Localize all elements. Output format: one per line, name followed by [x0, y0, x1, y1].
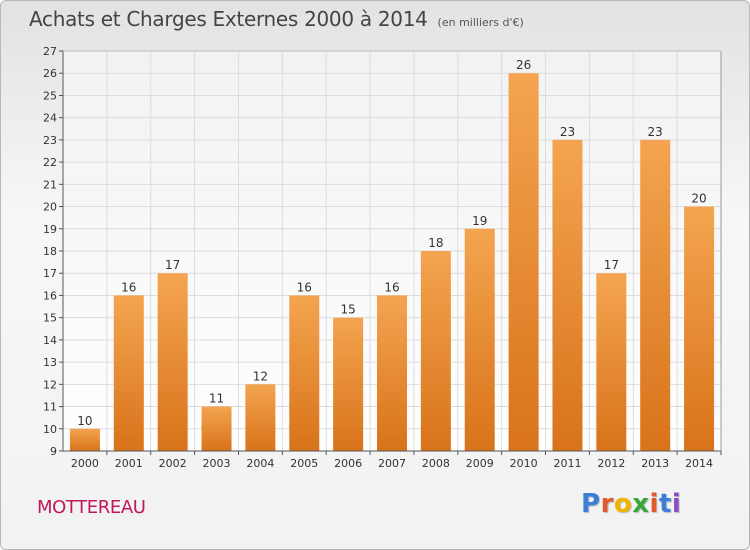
data-label: 11: [209, 392, 224, 406]
bar: [464, 228, 495, 451]
bar: [157, 273, 188, 451]
data-label: 16: [384, 280, 399, 294]
bar: [640, 139, 671, 451]
x-tick-label: 2003: [203, 457, 231, 470]
y-tick-label: 15: [43, 312, 57, 325]
chart-title-text: Achats et Charges Externes 2000 à 2014: [29, 7, 428, 31]
logo-letter: P: [581, 489, 601, 519]
bar: [245, 384, 276, 451]
data-label: 19: [472, 214, 487, 228]
x-tick-label: 2002: [159, 457, 187, 470]
x-tick-label: 2009: [466, 457, 494, 470]
chart-unit: (en milliers d'€): [437, 16, 524, 29]
x-tick-label: 2005: [290, 457, 318, 470]
chart-title: Achats et Charges Externes 2000 à 2014 (e…: [29, 7, 524, 31]
logo-letter: t: [658, 489, 672, 519]
y-tick-label: 14: [43, 334, 57, 347]
y-tick-label: 13: [43, 356, 57, 369]
y-tick-label: 10: [43, 423, 57, 436]
logo-letter: i: [671, 489, 682, 519]
x-tick-label: 2014: [685, 457, 713, 470]
y-tick-label: 22: [43, 156, 57, 169]
y-tick-label: 21: [43, 178, 57, 191]
data-label: 23: [648, 125, 663, 139]
y-tick-label: 27: [43, 45, 57, 58]
x-tick-label: 2001: [115, 457, 143, 470]
data-label: 20: [691, 192, 706, 206]
data-label: 16: [121, 280, 136, 294]
y-tick-label: 20: [43, 201, 57, 214]
commune-name: MOTTEREAU: [37, 497, 146, 518]
x-tick-label: 2011: [553, 457, 581, 470]
y-tick-label: 18: [43, 245, 57, 258]
x-tick-label: 2013: [641, 457, 669, 470]
bar: [289, 295, 320, 451]
y-tick-label: 16: [43, 289, 57, 302]
x-tick-label: 2012: [597, 457, 625, 470]
data-label: 17: [165, 258, 180, 272]
axes: 9 10 11 12 13 14 15 16 17 18 19 20 21 22 23 24 25 26 27 200…: [43, 45, 722, 470]
y-tick-label: 19: [43, 223, 57, 236]
bar: [333, 317, 364, 451]
y-tick-label: 24: [43, 112, 57, 125]
x-tick-label: 2010: [510, 457, 538, 470]
data-label: 26: [516, 58, 531, 72]
data-label: 12: [253, 369, 268, 383]
data-label: 17: [604, 258, 619, 272]
y-tick-label: 26: [43, 67, 57, 80]
bar: [684, 206, 715, 451]
data-label: 18: [428, 236, 443, 250]
data-label: 23: [560, 125, 575, 139]
bars: 10 16 17 11 12 16 15 16 18 19 26 23 17 23 20: [69, 58, 715, 451]
bar: [377, 295, 407, 451]
y-tick-label: 11: [43, 401, 57, 414]
y-tick-label: 25: [43, 89, 57, 102]
proxiti-logo: Proxiti: [581, 489, 681, 519]
logo-letter: x: [632, 489, 650, 519]
bar: [596, 273, 627, 451]
data-label: 16: [297, 280, 312, 294]
bar: [201, 406, 232, 451]
bar: [508, 73, 539, 451]
logo-letter: o: [613, 489, 633, 519]
y-tick-label: 12: [43, 378, 57, 391]
y-tick-label: 9: [50, 445, 57, 458]
data-label: 15: [340, 303, 355, 317]
x-tick-label: 2004: [246, 457, 274, 470]
x-tick-label: 2006: [334, 457, 362, 470]
bar: [69, 428, 100, 451]
x-tick-label: 2007: [378, 457, 406, 470]
data-label: 10: [77, 414, 92, 428]
logo-letter: i: [649, 489, 659, 519]
bar: [113, 295, 144, 451]
logo-letter: r: [600, 489, 614, 519]
x-tick-label: 2000: [71, 457, 99, 470]
bar: [552, 139, 583, 451]
y-tick-label: 17: [43, 267, 57, 280]
y-tick-label: 23: [43, 134, 57, 147]
x-tick-label: 2008: [422, 457, 450, 470]
bar: [420, 251, 451, 451]
